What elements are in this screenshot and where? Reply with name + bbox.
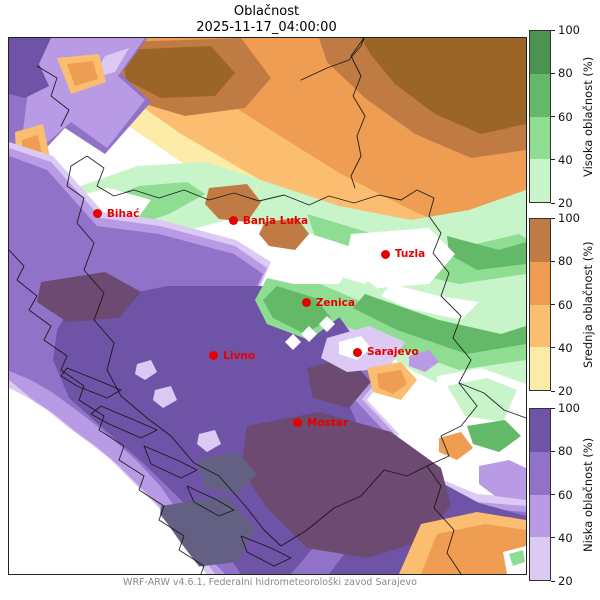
northwest-border-line — [36, 65, 70, 127]
colorbar-tick — [551, 580, 555, 582]
island-outline — [186, 485, 235, 517]
cloud-contour-map — [9, 38, 526, 574]
southeast-border-line — [426, 465, 462, 574]
colorbar-tick-label: 60 — [558, 109, 573, 124]
colorbar-tick-label: 80 — [558, 254, 573, 269]
colorbar-tick — [551, 407, 555, 409]
city-label: Tuzla — [394, 248, 426, 260]
city-marker-zenica: Zenica — [301, 296, 355, 309]
island-outline — [143, 445, 198, 479]
island-outline — [60, 367, 122, 399]
colorbar-tick — [551, 260, 555, 262]
colorbar-tick — [551, 116, 555, 117]
city-dot-icon — [293, 418, 302, 428]
colorbar-segment — [530, 116, 550, 160]
city-marker-sarajevo: Sarajevo — [352, 346, 419, 359]
colorbar-segment — [530, 31, 550, 74]
colorbar-tick-label: 100 — [558, 211, 580, 225]
title-timestamp: 2025-11-17_04:00:00 — [196, 20, 337, 35]
colorbar-tick — [551, 537, 555, 539]
colorbar-tick-label: 80 — [558, 66, 573, 81]
city-marker-livno: Livno — [209, 350, 255, 362]
colorbar-visoka — [529, 30, 551, 203]
title-variable: Oblačnost — [233, 4, 300, 19]
colorbar-tick — [551, 29, 555, 31]
colorbar-segment — [530, 451, 550, 495]
island-outline — [240, 535, 292, 567]
city-dot-icon — [228, 216, 238, 226]
city-dot-icon — [209, 351, 219, 361]
footer-credit: WRF-ARW v4.6.1, Federalni hidrometeorolo… — [123, 577, 417, 588]
colorbar-segment — [530, 261, 550, 305]
colorbar-tick-label: 80 — [558, 444, 573, 459]
city-dot-icon — [352, 347, 362, 357]
bosnia-border-line — [66, 155, 478, 547]
city-label: Livno — [223, 349, 256, 362]
colorbar-tick-label: 20 — [558, 196, 573, 210]
city-dot-icon — [380, 249, 390, 259]
city-label: Mostar — [307, 416, 349, 429]
colorbar-tick-label: 20 — [558, 384, 573, 398]
colorbar-segment — [530, 73, 550, 117]
colorbar-tick — [551, 202, 555, 204]
colorbar-tick — [551, 347, 555, 349]
colorbar-segment — [530, 409, 550, 452]
colorbar-tick — [551, 450, 555, 452]
north-border-line — [300, 38, 365, 81]
colorbar-tick-label: 40 — [558, 530, 573, 545]
colorbar-tick-label: 100 — [558, 23, 580, 37]
northeast-border-line — [350, 38, 366, 189]
colorbar-segment — [530, 219, 550, 262]
colorbar-tick — [551, 217, 555, 219]
colorbar-niska — [529, 408, 551, 581]
colorbar-segment — [530, 159, 550, 202]
colorbar-segment — [530, 494, 550, 538]
city-dot-icon — [301, 298, 311, 308]
map-canvas: Bihać Banja Luka Tuzla Zenica Livno Sarajevo M… — [8, 37, 527, 575]
colorbar-tick — [551, 159, 555, 161]
city-label: Sarajevo — [366, 346, 419, 359]
colorbar-tick — [551, 304, 555, 305]
figure-title: Oblačnost 2025-11-17_04:00:00 — [8, 4, 525, 36]
colorbar-axis-label: Visoka oblačnost (%) — [581, 56, 595, 177]
east-border-line — [458, 382, 526, 419]
city-label: Banja Luka — [242, 214, 309, 227]
city-marker-tuzla: Tuzla — [380, 248, 426, 260]
colorbar-segment — [530, 537, 550, 580]
colorbar-tick-label: 60 — [558, 487, 573, 502]
city-dot-icon — [92, 209, 102, 219]
colorbar-srednja — [529, 218, 551, 391]
colorbar-axis-label: Niska oblačnost (%) — [581, 437, 595, 552]
colorbar-tick — [551, 72, 555, 74]
colorbar-axis-label: Srednja oblačnost (%) — [581, 241, 595, 368]
coastline — [9, 249, 205, 574]
colorbar-tick-label: 60 — [558, 297, 573, 312]
colorbar-tick — [551, 390, 555, 392]
island-outline — [90, 405, 158, 439]
colorbar-tick-label: 40 — [558, 340, 573, 355]
city-label: Bihać — [106, 207, 140, 220]
city-label: Zenica — [315, 296, 355, 309]
city-marker-banja-luka: Banja Luka — [228, 214, 309, 227]
colorbar-tick — [551, 494, 555, 495]
colorbar-tick-label: 100 — [558, 401, 580, 415]
city-marker-bihać: Bihać — [92, 207, 140, 220]
city-marker-mostar: Mostar — [293, 417, 348, 429]
colorbar-tick-label: 20 — [558, 574, 573, 588]
colorbar-segment — [530, 304, 550, 348]
colorbar-tick-label: 40 — [558, 152, 573, 167]
colorbar-segment — [530, 347, 550, 390]
